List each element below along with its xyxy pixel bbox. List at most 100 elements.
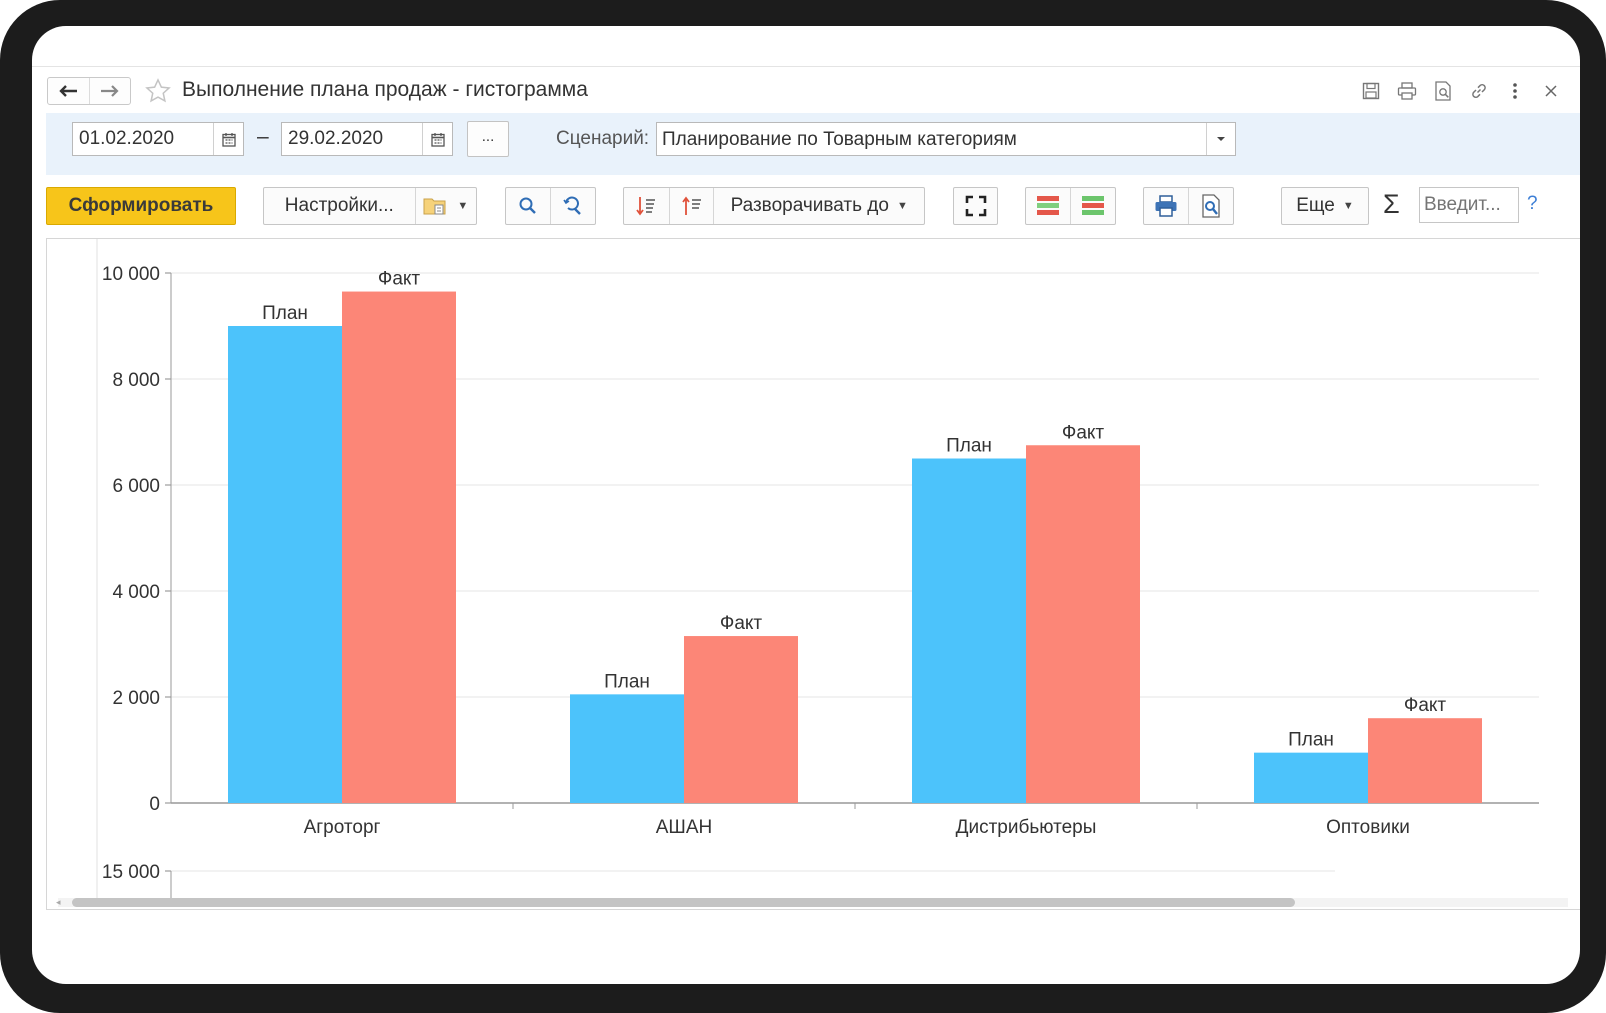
print-icon[interactable] <box>1396 80 1418 102</box>
scenario-dropdown-button[interactable] <box>1206 123 1235 155</box>
y-tick-label: 10 000 <box>102 264 160 285</box>
help-button[interactable]: ? <box>1527 193 1538 214</box>
arrow-right-icon <box>100 85 119 97</box>
more-dropdown[interactable]: Еще ▼ <box>1281 187 1369 225</box>
y-tick-label: 6 000 <box>112 476 160 497</box>
date-start-input[interactable] <box>73 123 213 155</box>
generate-button[interactable]: Сформировать <box>46 187 236 225</box>
variants-button[interactable]: ▼ <box>414 188 476 224</box>
close-icon[interactable] <box>1540 80 1562 102</box>
calendar-start-button[interactable] <box>213 123 243 155</box>
x-category-label: Дистрибьютеры <box>956 817 1097 838</box>
x-category-label: АШАН <box>656 817 712 838</box>
save-icon[interactable] <box>1360 80 1382 102</box>
calendar-icon <box>430 132 445 147</box>
scroll-left-icon[interactable]: ◂ <box>56 897 61 907</box>
bar-fact <box>1026 445 1140 803</box>
find-button[interactable] <box>506 188 550 224</box>
search-icon <box>519 197 536 214</box>
date-start-field <box>72 122 244 156</box>
print-button[interactable] <box>1144 188 1188 224</box>
bar-plan <box>912 458 1026 803</box>
settings-group: Настройки... ▼ <box>263 187 477 225</box>
calendar-icon <box>221 132 236 147</box>
bar-plan <box>228 326 342 803</box>
favorite-star-icon[interactable] <box>144 77 172 110</box>
expand-to-dropdown[interactable]: Разворачивать до ▼ <box>713 188 924 224</box>
bar-data-label: Факт <box>1062 422 1105 443</box>
bar-data-label: План <box>604 671 650 692</box>
bar-fact <box>1368 718 1482 803</box>
bar-data-label: План <box>262 303 308 324</box>
color-bars-green-icon <box>1082 196 1104 215</box>
color-bars-red-icon <box>1037 196 1059 215</box>
y-tick-label: 0 <box>149 794 160 815</box>
search-group <box>505 187 596 225</box>
scenario-value: Планирование по Товарным категориям <box>662 129 1017 150</box>
sort-asc-button[interactable] <box>668 188 714 224</box>
more-label: Еще <box>1296 195 1335 216</box>
history-nav <box>47 77 131 105</box>
sum-button[interactable]: Σ <box>1383 189 1400 219</box>
preview-icon[interactable] <box>1432 80 1454 102</box>
settings-button[interactable]: Настройки... <box>284 195 394 216</box>
chart-panel: 0 2 000 4 000 6 000 8 000 10 000 План Факт Агрот… <box>46 238 1580 910</box>
y-tick-label: 8 000 <box>112 370 160 391</box>
more-vertical-icon[interactable] <box>1504 80 1526 102</box>
chevron-down-icon <box>1217 137 1225 141</box>
forward-button[interactable] <box>88 78 131 104</box>
bar-plan <box>570 694 684 803</box>
find-next-button[interactable] <box>550 188 595 224</box>
arrow-left-icon <box>59 85 78 97</box>
app-window: Выполнение плана продаж - гистограмма <box>32 26 1580 984</box>
fullscreen-button[interactable] <box>953 187 998 225</box>
y-tick-label: 4 000 <box>112 582 160 603</box>
date-end-input[interactable] <box>282 123 422 155</box>
chevron-down-icon: ▼ <box>457 200 469 212</box>
sort-ascending-icon <box>681 196 701 215</box>
printer-icon <box>1155 195 1177 217</box>
bar-fact <box>342 291 456 803</box>
y-tick-label-second-chart: 15 000 <box>102 862 160 883</box>
chevron-down-icon: ▼ <box>1342 200 1354 212</box>
title-bar: Выполнение плана продаж - гистограмма <box>32 66 1580 114</box>
scenario-select[interactable]: Планирование по Товарным категориям <box>656 122 1236 156</box>
sort-desc-button[interactable] <box>624 188 669 224</box>
bar-data-label: План <box>1288 730 1334 751</box>
back-button[interactable] <box>48 78 89 104</box>
bar-data-label: Факт <box>1404 695 1447 716</box>
report-toolbar: Сформировать Настройки... ▼ <box>46 187 1580 227</box>
horizontal-scrollbar-thumb[interactable] <box>72 898 1295 907</box>
search-input[interactable] <box>1420 188 1518 222</box>
x-category-label: Агроторг <box>304 817 381 838</box>
highlight-positive-button[interactable] <box>1026 188 1070 224</box>
y-tick-label: 2 000 <box>112 688 160 709</box>
search-refresh-icon <box>563 196 581 215</box>
chevron-down-icon: ▼ <box>896 200 908 212</box>
search-field <box>1419 187 1519 223</box>
print-preview-button[interactable] <box>1188 188 1233 224</box>
bar-data-label: Факт <box>720 613 763 634</box>
expand-to-label: Разворачивать до <box>730 195 889 216</box>
link-icon[interactable] <box>1468 80 1490 102</box>
sort-descending-icon <box>636 197 656 216</box>
print-group <box>1143 187 1234 225</box>
fullscreen-icon <box>965 195 986 217</box>
period-bar: – ... Сценарий: Планирование по Товарным… <box>46 113 1580 175</box>
highlight-negative-button[interactable] <box>1070 188 1115 224</box>
calendar-end-button[interactable] <box>422 123 452 155</box>
date-end-field <box>281 122 453 156</box>
window-actions <box>1360 80 1562 102</box>
window-title: Выполнение плана продаж - гистограмма <box>182 78 588 101</box>
bar-fact <box>684 636 798 803</box>
x-category-label: Оптовики <box>1326 817 1410 838</box>
bar-data-label: Факт <box>378 269 421 290</box>
period-select-button[interactable]: ... <box>467 121 509 157</box>
grouping-group: Разворачивать до ▼ <box>623 187 925 225</box>
bar-plan <box>1254 752 1368 803</box>
bar-chart: 0 2 000 4 000 6 000 8 000 10 000 План Факт Агрот… <box>96 239 1539 899</box>
scenario-label: Сценарий: <box>556 128 650 149</box>
print-preview-icon <box>1202 194 1220 218</box>
highlight-group <box>1025 187 1116 225</box>
